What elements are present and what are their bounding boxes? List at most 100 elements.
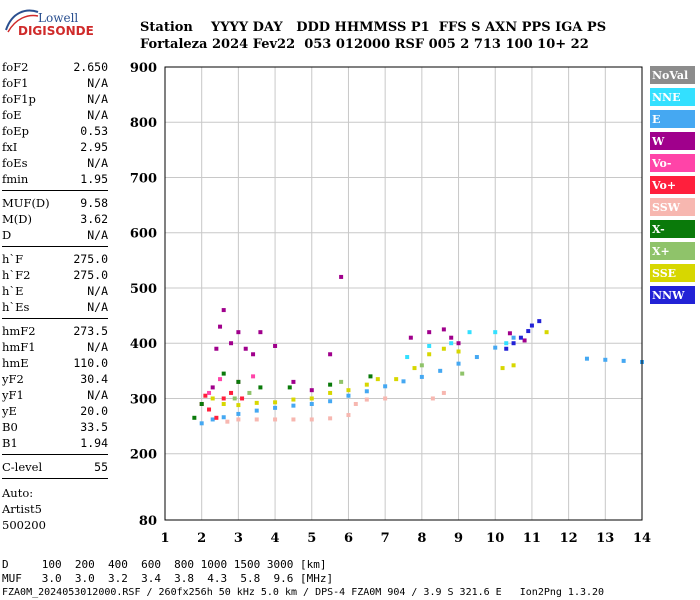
data-point bbox=[287, 385, 292, 390]
data-point bbox=[504, 346, 509, 351]
x-tick-label: 7 bbox=[381, 531, 390, 546]
y-tick-label: 300 bbox=[130, 392, 157, 407]
data-point bbox=[353, 401, 358, 406]
divider bbox=[2, 246, 108, 247]
data-point bbox=[218, 324, 223, 329]
data-point bbox=[214, 415, 219, 420]
data-point bbox=[210, 396, 215, 401]
data-point bbox=[419, 374, 424, 379]
y-tick-label: 800 bbox=[130, 116, 157, 131]
data-point bbox=[251, 374, 256, 379]
data-point bbox=[427, 352, 432, 357]
param-row: B0 33.5 bbox=[2, 420, 108, 434]
x-tick-label: 9 bbox=[454, 531, 463, 546]
data-point bbox=[210, 417, 215, 422]
divider bbox=[2, 454, 108, 455]
legend-label: NoVal bbox=[652, 69, 688, 82]
data-point bbox=[273, 400, 278, 405]
param-row: h`Es N/A bbox=[2, 300, 108, 314]
param-row: fxI 2.95 bbox=[2, 140, 108, 154]
y-tick-label: 600 bbox=[130, 227, 157, 242]
param-row: foEp 0.53 bbox=[2, 124, 108, 138]
data-point bbox=[328, 390, 333, 395]
data-point bbox=[364, 382, 369, 387]
data-point bbox=[467, 330, 472, 335]
data-point bbox=[364, 389, 369, 394]
legend-swatch bbox=[650, 220, 695, 238]
param-row: h`F 275.0 bbox=[2, 252, 108, 266]
y-tick-label: 500 bbox=[130, 282, 157, 297]
data-point bbox=[258, 330, 263, 335]
footer-file-info: FZA0M_2024053012000.RSF / 260fx256h 50 k… bbox=[2, 587, 605, 598]
data-point bbox=[247, 390, 252, 395]
param-row: hmF1 N/A bbox=[2, 340, 108, 354]
legend: NoVal NNE EW Vo- Vo+ SSW X- X+ SSE NNW bbox=[650, 66, 695, 304]
legend-label: SSW bbox=[652, 201, 681, 214]
param-row: h`F2 275.0 bbox=[2, 268, 108, 282]
data-point bbox=[199, 421, 204, 426]
param-row: D N/A bbox=[2, 228, 108, 242]
data-point bbox=[273, 405, 278, 410]
data-point bbox=[511, 341, 516, 346]
x-tick-label: 2 bbox=[197, 531, 206, 546]
data-point bbox=[236, 330, 241, 335]
legend-swatch bbox=[650, 66, 695, 84]
param-row: foEs N/A bbox=[2, 156, 108, 170]
param-row: B1 1.94 bbox=[2, 436, 108, 450]
data-point bbox=[192, 415, 197, 420]
legend-swatch bbox=[650, 154, 695, 172]
data-point bbox=[405, 355, 410, 360]
data-point bbox=[339, 379, 344, 384]
data-point bbox=[419, 363, 424, 368]
footer-distance-row: D 100 200 400 600 800 1000 1500 3000 [km… bbox=[2, 558, 327, 571]
digisonde-logo: Lowell DIGISONDE bbox=[4, 6, 94, 38]
data-point bbox=[522, 338, 527, 343]
auto-label: Auto: bbox=[2, 486, 34, 500]
y-tick-label: 200 bbox=[130, 448, 157, 463]
data-point bbox=[273, 417, 278, 422]
data-point bbox=[408, 335, 413, 340]
legend-label: X- bbox=[652, 223, 665, 236]
data-point bbox=[456, 341, 461, 346]
legend-label: X+ bbox=[652, 245, 670, 258]
legend-label: NNW bbox=[652, 289, 685, 302]
data-point bbox=[603, 357, 608, 362]
data-point bbox=[584, 356, 589, 361]
x-tick-label: 11 bbox=[523, 531, 541, 546]
legend-label: NNE bbox=[652, 91, 681, 104]
divider bbox=[2, 318, 108, 319]
legend-label: Vo+ bbox=[651, 179, 676, 192]
data-point bbox=[291, 379, 296, 384]
data-point bbox=[258, 385, 263, 390]
auto-code: 500200 bbox=[2, 518, 46, 532]
data-point bbox=[291, 417, 296, 422]
data-point bbox=[449, 341, 454, 346]
x-tick-label: 4 bbox=[271, 531, 280, 546]
data-point bbox=[221, 308, 226, 313]
x-tick-label: 14 bbox=[633, 531, 651, 546]
grid-lines bbox=[164, 66, 643, 521]
data-point bbox=[243, 346, 248, 351]
plot-frame bbox=[164, 66, 643, 521]
data-point bbox=[456, 361, 461, 366]
data-point bbox=[328, 352, 333, 357]
legend-swatch bbox=[650, 264, 695, 282]
data-point bbox=[511, 335, 516, 340]
legend-label: SSE bbox=[652, 267, 676, 280]
data-point bbox=[383, 384, 388, 389]
data-point bbox=[493, 330, 498, 335]
x-tick-label: 3 bbox=[234, 531, 243, 546]
data-point bbox=[236, 417, 241, 422]
data-point bbox=[229, 390, 234, 395]
legend-swatch bbox=[650, 198, 695, 216]
header-labels: Station YYYY DAY DDD HHMMSS P1 FFS S AXN… bbox=[140, 20, 607, 35]
data-point bbox=[251, 352, 256, 357]
y-tick-label: 80 bbox=[139, 514, 157, 529]
logo-line1: Lowell bbox=[38, 11, 79, 25]
data-point bbox=[375, 377, 380, 382]
data-point bbox=[221, 401, 226, 406]
data-point bbox=[328, 399, 333, 404]
param-row: yF1 N/A bbox=[2, 388, 108, 402]
x-tick-label: 5 bbox=[307, 531, 316, 546]
data-points bbox=[192, 274, 644, 426]
